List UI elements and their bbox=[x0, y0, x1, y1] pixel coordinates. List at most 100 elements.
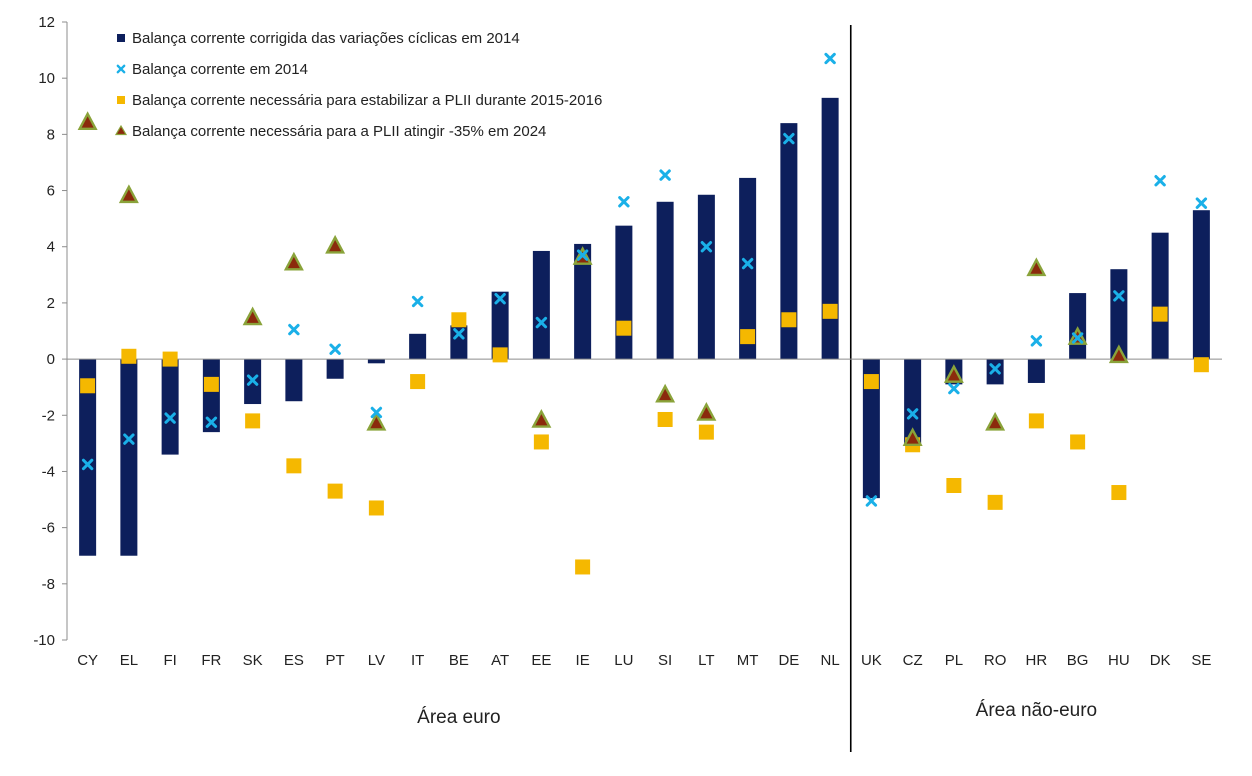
square-point bbox=[80, 378, 96, 394]
category-label: FI bbox=[163, 652, 176, 669]
x-point bbox=[1071, 332, 1084, 344]
legend-label: Balança corrente em 2014 bbox=[132, 61, 308, 78]
bar bbox=[491, 291, 509, 360]
category-label: AT bbox=[491, 652, 509, 669]
x-point bbox=[1030, 335, 1043, 347]
category-label: EL bbox=[120, 652, 138, 669]
triangle-point bbox=[1026, 257, 1047, 277]
category-labels: CY EL FI FR SK ES PT LV IT BE AT EE IE LU SI LT MT DE NL UK… bbox=[77, 652, 1211, 669]
bar bbox=[1192, 210, 1210, 360]
legend-item: Balança corrente necessária para estabil… bbox=[117, 92, 602, 109]
x-point bbox=[906, 408, 919, 420]
y-tick-label: 8 bbox=[47, 126, 55, 143]
triangle-point bbox=[531, 409, 552, 428]
category-label: PT bbox=[326, 652, 345, 669]
square-point bbox=[245, 413, 261, 429]
square-point bbox=[1193, 357, 1209, 373]
category-label: EE bbox=[531, 652, 551, 669]
x-point bbox=[824, 52, 836, 65]
bar bbox=[697, 194, 715, 360]
category-label: DE bbox=[778, 652, 799, 669]
bar bbox=[615, 225, 633, 360]
bar bbox=[409, 333, 427, 360]
bar bbox=[986, 359, 1004, 385]
x-point bbox=[989, 363, 1001, 375]
legend-swatch-bar bbox=[117, 34, 125, 42]
y-tick-label: 6 bbox=[47, 183, 55, 200]
x-point bbox=[205, 416, 218, 428]
square-point bbox=[533, 434, 549, 450]
bar bbox=[780, 123, 798, 360]
category-label: LU bbox=[614, 652, 633, 669]
bar bbox=[1069, 293, 1087, 360]
square-point bbox=[657, 411, 673, 427]
y-tick-label: 10 bbox=[38, 70, 55, 87]
y-tick-label: 4 bbox=[47, 239, 55, 256]
x-point bbox=[535, 316, 548, 329]
triangle-point bbox=[283, 251, 304, 271]
x-point bbox=[865, 495, 878, 507]
x-point bbox=[700, 241, 713, 253]
y-tick-label: -2 bbox=[42, 407, 55, 424]
square-point bbox=[368, 500, 384, 516]
category-label: ES bbox=[284, 652, 304, 669]
square-point bbox=[987, 494, 1003, 510]
category-label: IT bbox=[411, 652, 424, 669]
category-label: FR bbox=[201, 652, 221, 669]
category-label: LV bbox=[368, 652, 385, 669]
group-label: Área não-euro bbox=[976, 700, 1097, 721]
triangle-point bbox=[242, 306, 263, 326]
category-label: HU bbox=[1108, 652, 1130, 669]
bar bbox=[574, 243, 592, 360]
x-point bbox=[659, 169, 671, 181]
legend-swatch-x bbox=[116, 64, 126, 74]
square-point bbox=[162, 351, 178, 367]
legend-label: Balança corrente corrigida das variações… bbox=[132, 30, 520, 47]
group-label: Área euro bbox=[417, 707, 500, 728]
x-point bbox=[411, 295, 424, 308]
square-point bbox=[1028, 413, 1044, 429]
square-point bbox=[1152, 306, 1168, 322]
y-tick-label: -4 bbox=[42, 463, 55, 480]
category-label: CZ bbox=[903, 652, 923, 669]
square-point bbox=[121, 348, 137, 364]
triangle-point bbox=[902, 427, 923, 447]
x-point bbox=[370, 406, 383, 419]
category-label: LT bbox=[698, 652, 714, 669]
x-point bbox=[783, 132, 795, 145]
category-label: CY bbox=[77, 652, 98, 669]
triangle-point bbox=[985, 411, 1006, 431]
y-tick-label: 12 bbox=[38, 14, 55, 31]
square-point bbox=[698, 424, 714, 440]
bar bbox=[904, 359, 922, 444]
category-label: PL bbox=[945, 652, 963, 669]
category-label: IE bbox=[576, 652, 590, 669]
category-label: SK bbox=[243, 652, 263, 669]
legend-item: Balança corrente corrigida das variações… bbox=[117, 30, 520, 47]
x-point bbox=[576, 249, 589, 261]
marker-series bbox=[77, 52, 1209, 575]
bar bbox=[285, 359, 303, 402]
bar bbox=[120, 359, 138, 556]
category-label: SE bbox=[1191, 652, 1211, 669]
square-point bbox=[286, 458, 302, 474]
x-point bbox=[1154, 175, 1166, 187]
square-point bbox=[946, 478, 962, 493]
x-point bbox=[1195, 197, 1208, 209]
bar bbox=[739, 177, 757, 360]
square-point bbox=[822, 303, 838, 319]
legend-item: Balança corrente em 2014 bbox=[116, 61, 308, 78]
bar bbox=[1027, 359, 1045, 383]
bar bbox=[862, 359, 880, 499]
y-tick-label: 0 bbox=[47, 351, 55, 368]
bar bbox=[161, 359, 179, 455]
bar bbox=[1151, 232, 1169, 360]
square-point bbox=[616, 320, 632, 336]
category-label: UK bbox=[861, 652, 882, 669]
triangle-point bbox=[655, 383, 676, 403]
category-label: NL bbox=[821, 652, 840, 669]
y-tick-label: -6 bbox=[42, 520, 55, 537]
triangle-point bbox=[77, 111, 98, 131]
